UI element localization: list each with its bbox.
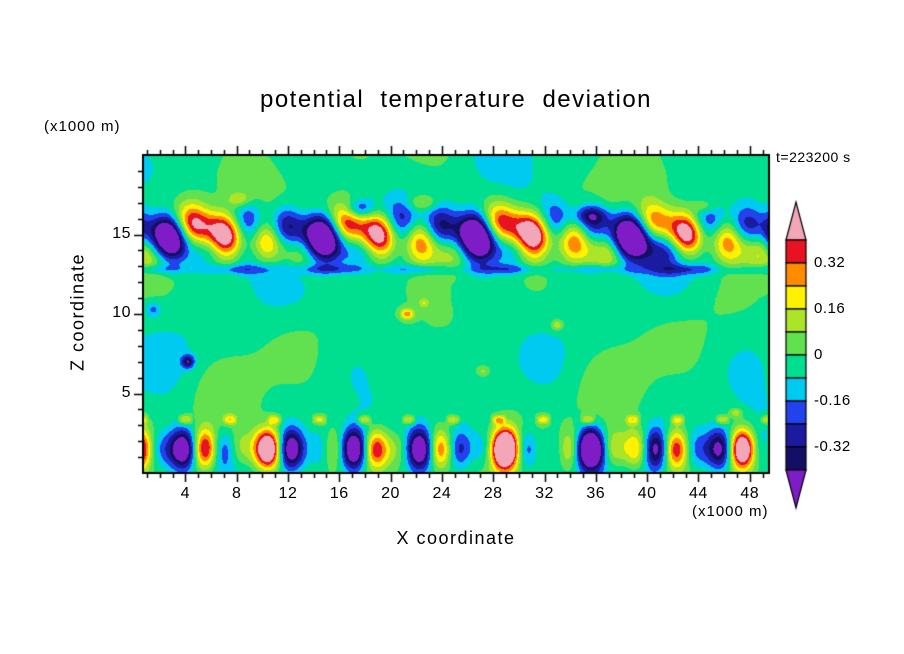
colorbar-tick-label: 0.32 <box>814 254 846 271</box>
y-tick-label: 5 <box>121 383 131 401</box>
x-tick-label: 24 <box>432 485 452 502</box>
x-tick-label: 28 <box>483 485 503 502</box>
x-tick-label: 36 <box>586 485 606 502</box>
x-tick-label: 44 <box>689 485 708 502</box>
colorbar-tick-label: -0.32 <box>814 438 851 455</box>
colorbar-tick-label: 0 <box>814 346 823 363</box>
plot-title: potential temperature deviation <box>259 86 653 113</box>
x-tick-label: 8 <box>231 485 242 502</box>
colorbar-tick-label: 0.16 <box>814 300 846 317</box>
timestamp-label: t=223200 s <box>776 149 851 165</box>
y-tick-label: 15 <box>112 224 131 242</box>
x-tick-label: 20 <box>381 485 400 502</box>
colorbar-tick-label: -0.16 <box>814 392 851 409</box>
y-tick-label: 10 <box>112 304 131 321</box>
x-tick-label: 48 <box>740 485 760 502</box>
x-tick-label: 12 <box>278 485 298 502</box>
y-axis-unit-label: (x1000 m) <box>44 118 121 135</box>
x-axis-title: X coordinate <box>396 528 516 548</box>
x-tick-label: 4 <box>180 485 191 502</box>
x-tick-label: 32 <box>535 485 554 502</box>
x-axis-unit-label: (x1000 m) <box>692 503 769 520</box>
x-tick-label: 40 <box>637 485 657 502</box>
x-tick-label: 16 <box>329 485 349 502</box>
